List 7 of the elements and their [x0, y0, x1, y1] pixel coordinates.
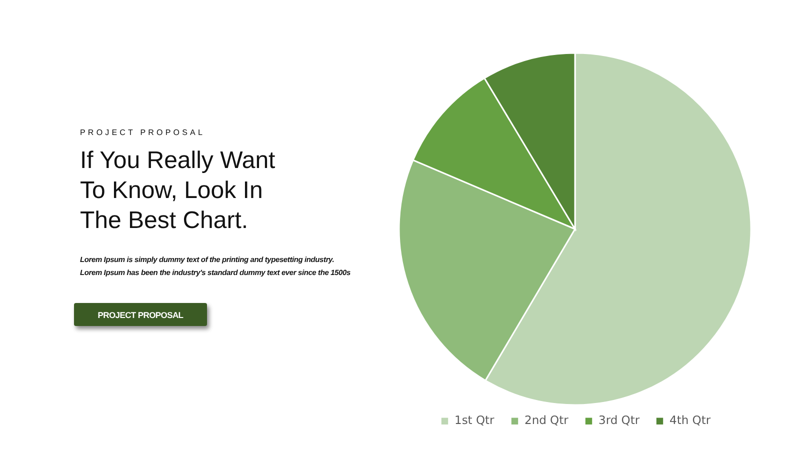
button: PROJECT PROPOSAL	[74, 303, 207, 326]
legend-label: 3rd Qtr	[598, 413, 640, 428]
legend-label: 4th Qtr	[670, 413, 711, 428]
text: PROJECT PROPOSAL	[80, 128, 206, 137]
text: If You Really Want To Know, Look In The Best Chart.	[80, 146, 276, 236]
legend-label: 1st Qtr	[454, 413, 495, 428]
legend-label: 2nd Qtr	[524, 413, 569, 428]
